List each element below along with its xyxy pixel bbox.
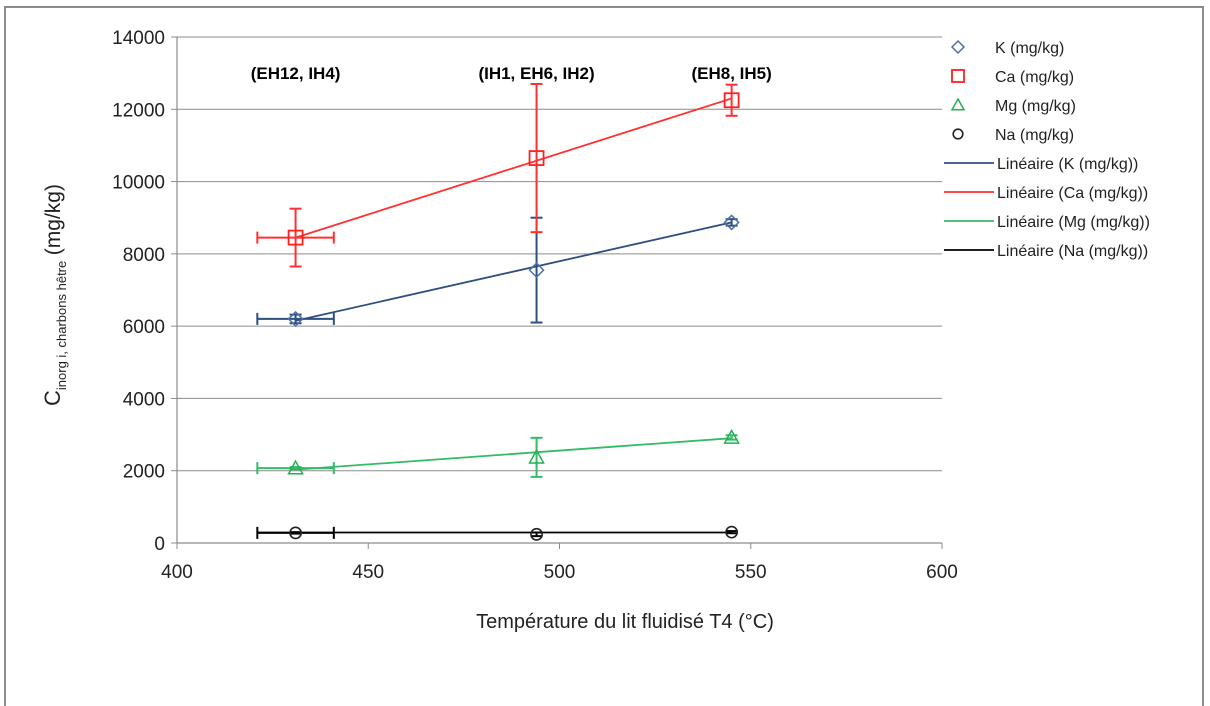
y-tick-label: 10000 [112,173,165,194]
scatter-chart: 0 2000 4000 6000 8000 10000 12000 14000 400 450 50… [40,28,1150,633]
marker-triangle [723,428,740,444]
condition-annotation: (EH8, IH5) [691,64,771,83]
marker-triangle [287,459,304,475]
marker-diamond [950,39,966,55]
y-tick-label: 6000 [123,317,165,338]
legend-label: K (mg/kg) [995,40,1064,57]
chart-frame [4,6,1204,706]
legend-label: Linéaire (K (mg/kg)) [997,156,1138,173]
marker-diamond [528,262,545,279]
marker-circle [725,525,739,539]
legend-label: Na (mg/kg) [995,127,1074,144]
y-axis-title-main: C [40,390,65,406]
condition-annotation: (EH12, IH4) [251,64,341,83]
y-tick-label: 4000 [123,389,165,410]
y-tick-label: 12000 [112,100,165,121]
legend-label: Linéaire (Ca (mg/kg)) [997,185,1148,202]
marker-triangle [950,97,966,111]
x-axis-title: Température du lit fluidisé T4 (°C) [476,611,774,633]
legend-label: Linéaire (Na (mg/kg)) [997,243,1148,260]
annotations: (EH12, IH4) (IH1, EH6, IH2) (EH8, IH5) [251,64,772,83]
marker-diamond [287,310,304,327]
marker-circle [952,128,964,140]
y-axis-title: Cinorg i, charbons hêtre (mg/kg) [40,184,69,406]
y-tick-label: 2000 [123,462,165,483]
marker-triangle [528,448,545,464]
y-tick-label: 8000 [123,245,165,266]
legend-label: Linéaire (Mg (mg/kg)) [997,214,1150,231]
x-tick-label: 550 [735,562,767,583]
data-points [256,82,740,541]
marker-circle [530,527,543,541]
marker-circle [289,526,302,540]
y-tick-label: 14000 [112,28,165,49]
legend-label: Mg (mg/kg) [995,98,1076,115]
legend-label: Ca (mg/kg) [995,69,1074,86]
trendline [295,97,732,239]
condition-annotation: (IH1, EH6, IH2) [478,64,594,83]
marker-square [528,150,545,166]
y-axis-title-sub: inorg i, charbons hêtre [54,261,69,390]
marker-diamond [723,214,740,231]
axes: 0 2000 4000 6000 8000 10000 12000 14000 400 450 50… [112,28,958,583]
gridlines [177,36,942,472]
y-axis-title-unit: (mg/kg) [42,184,65,255]
marker-square [723,92,740,109]
trendline [295,221,732,322]
y-tick-label: 0 [154,534,165,555]
marker-square [287,229,304,246]
marker-square [951,69,965,83]
legend: K (mg/kg) Ca (mg/kg) Mg (mg/kg) Na (mg/kg) L… [944,39,1150,260]
x-tick-label: 600 [926,562,958,583]
x-tick-label: 500 [544,562,576,583]
trendline [295,437,732,471]
trendlines [257,97,732,534]
x-tick-label: 450 [352,562,384,583]
x-tick-label: 400 [161,562,193,583]
